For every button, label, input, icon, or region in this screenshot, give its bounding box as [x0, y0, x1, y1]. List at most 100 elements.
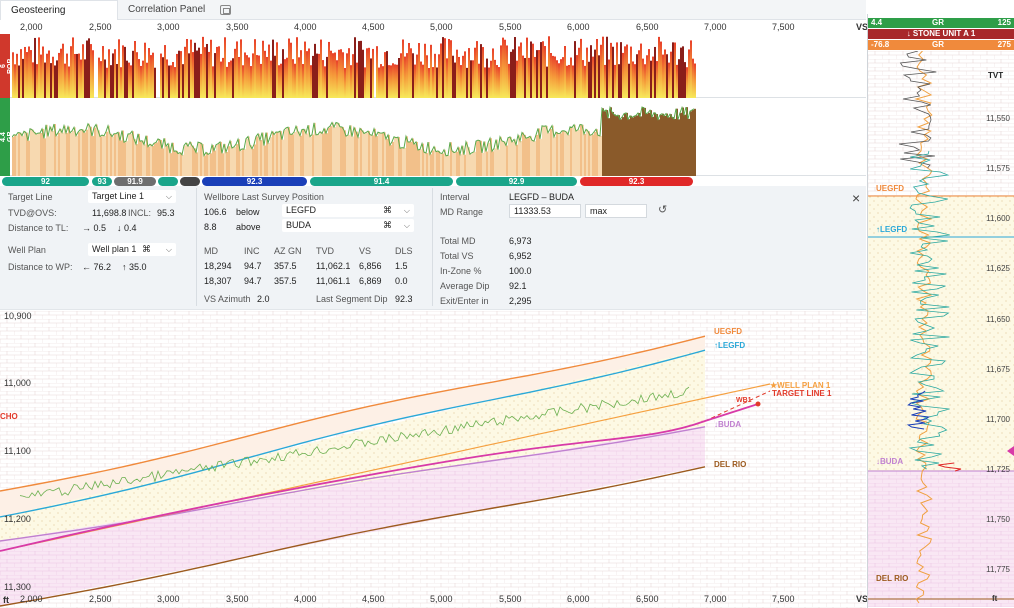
rop-bar	[118, 39, 120, 98]
rop-bar	[266, 56, 268, 98]
gr-bar	[138, 133, 140, 176]
formation-line-delrio[interactable]	[0, 466, 706, 607]
rop-bar	[486, 58, 488, 98]
rop-bar	[606, 36, 608, 98]
zone-segment[interactable]: 91.4	[310, 177, 453, 186]
chevron-down-icon: ⌵	[403, 206, 410, 215]
gr-bar	[322, 133, 324, 176]
x-tick: 5,000	[430, 594, 453, 604]
rop-bar	[388, 65, 390, 98]
tab-geosteering[interactable]: Geosteering	[0, 0, 118, 20]
rop-bar	[480, 44, 482, 98]
zone-segment[interactable]: 91.9	[114, 177, 156, 186]
rop-bar	[222, 57, 224, 98]
rop-bar	[244, 52, 246, 98]
rop-bar	[386, 51, 388, 98]
rop-bar	[474, 47, 476, 98]
well-plan-select[interactable]: Well plan 1 ⌘ ⌵	[88, 243, 176, 256]
gr-bar	[120, 140, 122, 176]
popout-icon[interactable]	[220, 5, 231, 15]
gr-bar	[304, 129, 306, 176]
rop-bar	[498, 67, 500, 98]
zone-segment[interactable]	[158, 177, 178, 186]
gr-bar	[558, 133, 560, 176]
wellbore-tip-marker[interactable]	[755, 401, 761, 407]
gr-bar	[46, 124, 48, 176]
top-tick: 3,500	[226, 22, 249, 32]
zone-segment[interactable]: 93	[92, 177, 112, 186]
rop-bar	[438, 54, 440, 98]
top-tick: 4,500	[362, 22, 385, 32]
gr-bar	[274, 134, 276, 176]
formation-line-uegfd[interactable]	[0, 335, 706, 492]
close-icon[interactable]: ×	[852, 190, 861, 206]
rop-bar	[514, 37, 516, 98]
gr-bar	[666, 113, 668, 176]
wellbore-line[interactable]	[0, 403, 759, 552]
gr-bar	[218, 143, 220, 176]
position-pointer-icon[interactable]	[1007, 446, 1014, 456]
target-line[interactable]	[704, 390, 771, 422]
tab-correlation-panel[interactable]: Correlation Panel	[128, 4, 206, 15]
gr-bar	[40, 132, 42, 176]
formation-line-legfd[interactable]	[0, 349, 706, 518]
bookmark-icon[interactable]: ⌘	[142, 244, 151, 254]
rop-bar	[352, 54, 354, 98]
gr-bar	[342, 126, 344, 176]
gr-bar	[266, 132, 268, 176]
gr-bar	[656, 114, 658, 176]
gr-bar	[638, 113, 640, 176]
well-plan-value: Well plan 1	[92, 244, 137, 254]
gr-bar	[188, 146, 190, 176]
gr-bar	[106, 131, 108, 176]
zone-segment[interactable]	[180, 177, 200, 186]
survey-formation-select[interactable]: BUDA ⌘ ⌵	[282, 219, 414, 232]
zone-segment[interactable]: 92.3	[202, 177, 307, 186]
zone-segment[interactable]: 92.9	[456, 177, 577, 186]
gr-bar	[412, 138, 414, 176]
type-log-orange-curve	[914, 51, 933, 604]
rop-bar	[362, 49, 364, 98]
gr-bar	[370, 134, 372, 176]
dist-wp-up: ↑ 35.0	[122, 262, 147, 272]
rop-bar	[694, 63, 696, 98]
survey-rel: above	[236, 222, 261, 232]
gr-bar	[282, 139, 284, 176]
rop-bar	[496, 65, 498, 98]
gr-bar	[160, 140, 162, 176]
survey-cell: 94.7	[244, 261, 262, 271]
bookmark-icon[interactable]: ⌘	[383, 205, 392, 215]
md-range-to-input[interactable]: max	[585, 204, 647, 218]
stone-unit-header[interactable]: ↓ STONE UNIT A 1	[868, 29, 1014, 39]
rop-bar	[540, 42, 542, 98]
gr-bar	[88, 123, 90, 176]
md-range-from-input[interactable]: 11333.53	[509, 204, 581, 218]
gr-bar	[676, 108, 678, 176]
gr-bar	[530, 136, 532, 176]
gr-bar	[468, 147, 470, 176]
rop-bar	[54, 65, 56, 98]
rop-bar	[392, 63, 394, 98]
rop-bar	[308, 48, 310, 98]
survey-formation-select[interactable]: LEGFD ⌘ ⌵	[282, 204, 414, 217]
bookmark-icon[interactable]: ⌘	[383, 220, 392, 230]
target-line-select[interactable]: Target Line 1 ⌵	[88, 190, 176, 203]
rop-bar	[648, 49, 650, 98]
reset-icon[interactable]: ↺	[658, 204, 668, 216]
rop-bar	[208, 51, 210, 98]
gr-bar	[682, 107, 684, 176]
x-tick: 5,500	[499, 594, 522, 604]
zone-segment[interactable]: 92	[2, 177, 89, 186]
survey-title: Wellbore Last Survey Position	[204, 192, 324, 202]
rop-bar	[14, 64, 16, 98]
zone-segment[interactable]: 92.3	[580, 177, 693, 186]
rop-bar	[50, 63, 52, 98]
gr-header-name: GR	[932, 18, 944, 27]
rop-bar	[578, 47, 580, 98]
rop-bar	[34, 37, 36, 98]
stat-value: 92.1	[509, 281, 527, 291]
rop-bar	[688, 49, 690, 98]
rop-track: 6 ROP 311	[0, 34, 866, 98]
y-tick: 10,900	[4, 311, 32, 321]
rop-bar	[448, 39, 450, 98]
